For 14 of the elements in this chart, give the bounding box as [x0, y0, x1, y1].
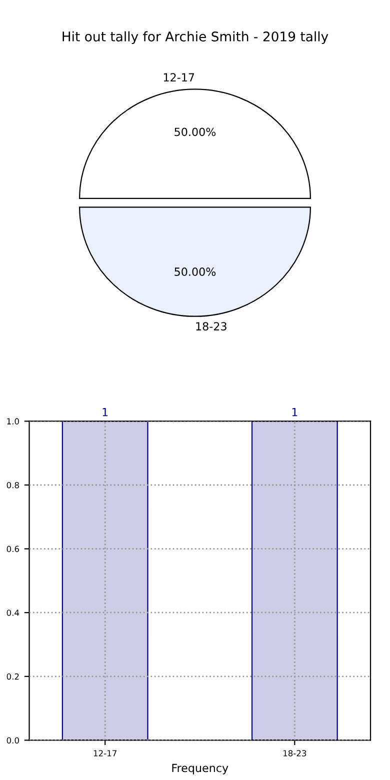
y-tick-label: 0.2 [6, 673, 19, 680]
data-label: 1 [292, 408, 298, 416]
y-tick-label: 0.6 [6, 546, 20, 552]
y-tick-label: 0.4 [6, 610, 20, 616]
y-tick-label: 0.8 [6, 482, 19, 488]
data-label: 50.00% [174, 268, 216, 276]
data-label: 1 [102, 408, 108, 416]
chart-title: Hit out tally for Archie Smith - 2019 tally [62, 31, 328, 44]
slice-label: 12-17 [164, 73, 194, 82]
x-axis-title: Frequency [172, 764, 228, 774]
y-tick-label: 1.0 [7, 418, 19, 424]
y-tick-label: 0.0 [6, 737, 19, 744]
data-label: 50.00% [174, 128, 216, 136]
slice-label: 18-23 [196, 322, 226, 331]
